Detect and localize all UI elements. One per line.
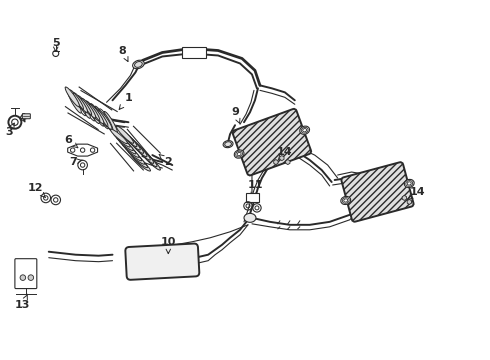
Ellipse shape [77, 96, 90, 118]
Text: 7: 7 [69, 157, 82, 167]
Ellipse shape [74, 93, 88, 112]
Ellipse shape [110, 129, 127, 144]
Text: 13: 13 [15, 294, 30, 310]
Text: 10: 10 [161, 237, 176, 254]
Ellipse shape [86, 101, 99, 123]
Ellipse shape [65, 87, 79, 107]
Text: 11: 11 [247, 180, 263, 197]
Ellipse shape [95, 106, 108, 129]
Ellipse shape [122, 143, 139, 157]
Ellipse shape [128, 150, 145, 164]
Text: 1: 1 [119, 93, 132, 109]
Ellipse shape [300, 126, 310, 134]
Ellipse shape [123, 133, 140, 150]
Ellipse shape [135, 62, 142, 67]
FancyBboxPatch shape [182, 46, 206, 58]
FancyBboxPatch shape [15, 259, 37, 289]
Text: 12: 12 [28, 183, 46, 198]
Ellipse shape [116, 136, 133, 150]
Ellipse shape [225, 142, 231, 147]
Ellipse shape [234, 150, 244, 158]
Text: 3: 3 [5, 123, 14, 137]
Ellipse shape [341, 197, 351, 204]
Text: 6: 6 [65, 135, 78, 148]
Ellipse shape [223, 141, 233, 148]
Text: 2: 2 [159, 154, 172, 167]
Ellipse shape [133, 157, 150, 171]
Ellipse shape [68, 90, 81, 113]
Circle shape [20, 275, 25, 280]
Text: 14: 14 [277, 147, 293, 160]
Ellipse shape [143, 153, 160, 170]
Ellipse shape [90, 104, 104, 124]
Ellipse shape [404, 179, 414, 188]
FancyBboxPatch shape [233, 109, 311, 175]
Text: 9: 9 [231, 107, 240, 123]
FancyBboxPatch shape [246, 193, 259, 202]
Ellipse shape [137, 146, 154, 163]
Ellipse shape [133, 60, 144, 69]
Text: 4: 4 [19, 113, 27, 123]
Circle shape [28, 275, 34, 280]
FancyBboxPatch shape [342, 162, 414, 222]
FancyBboxPatch shape [23, 114, 30, 119]
Text: 14: 14 [408, 187, 425, 200]
Ellipse shape [104, 112, 118, 134]
FancyBboxPatch shape [125, 244, 199, 280]
Ellipse shape [117, 126, 134, 143]
Text: 8: 8 [119, 45, 128, 62]
Ellipse shape [98, 110, 112, 130]
Ellipse shape [244, 213, 256, 222]
Ellipse shape [130, 140, 147, 157]
Text: 5: 5 [52, 37, 60, 51]
Ellipse shape [81, 98, 96, 118]
